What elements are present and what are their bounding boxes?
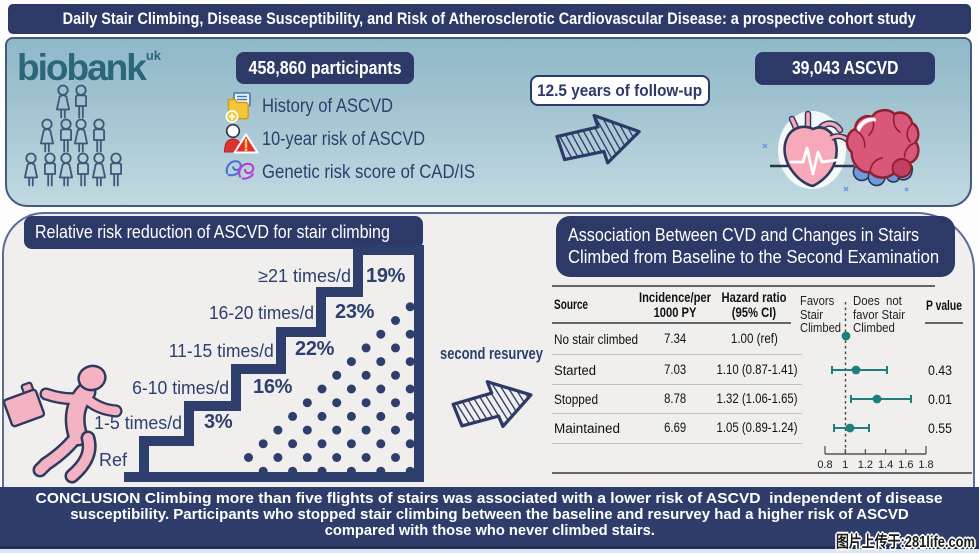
svg-text:1.8: 1.8: [918, 459, 933, 471]
svg-text:1: 1: [842, 459, 848, 471]
svg-text:1.4: 1.4: [878, 459, 893, 471]
svg-text:1.2: 1.2: [858, 459, 873, 471]
svg-text:0.8: 0.8: [817, 459, 832, 471]
svg-text:1.6: 1.6: [898, 459, 913, 471]
